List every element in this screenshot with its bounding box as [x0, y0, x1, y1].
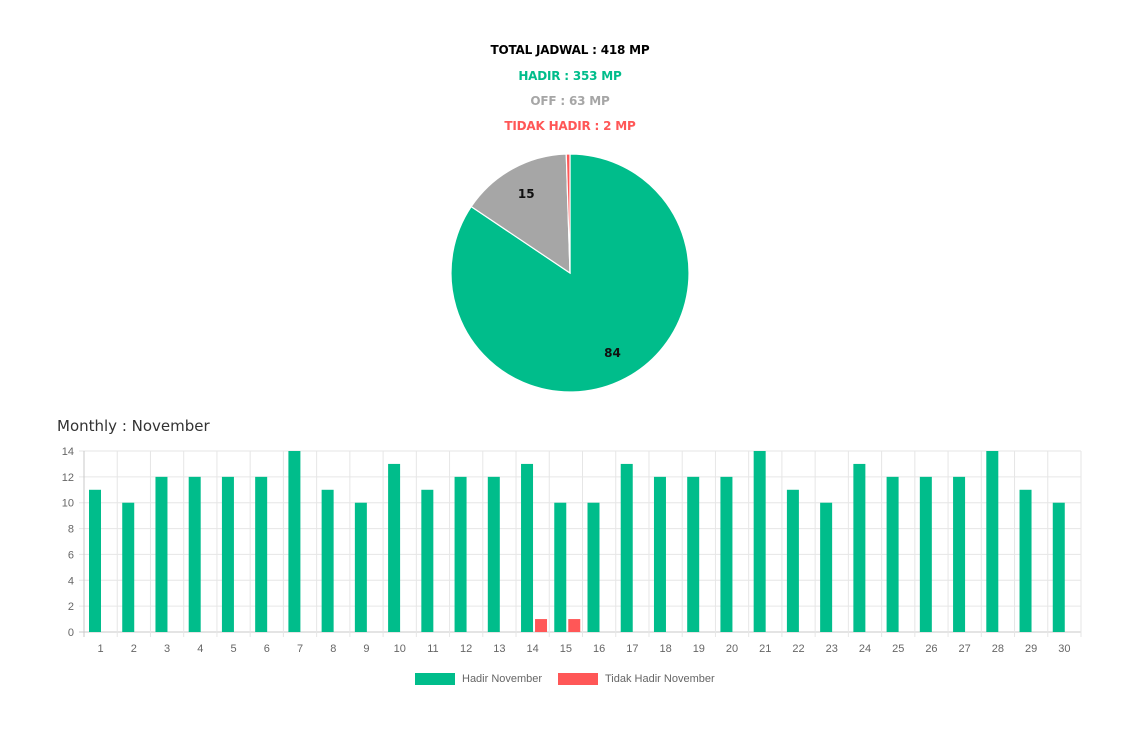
x-tick-label: 18	[659, 643, 671, 655]
x-tick-label: 2	[131, 643, 137, 655]
bar-hadir[interactable]	[487, 476, 500, 632]
bar-hadir[interactable]	[421, 489, 434, 632]
bar-tidak-hadir[interactable]	[568, 619, 581, 632]
bar-hadir[interactable]	[1052, 502, 1065, 632]
bar-hadir[interactable]	[587, 502, 600, 632]
bar-hadir[interactable]	[687, 476, 700, 632]
x-tick-label: 13	[493, 643, 505, 655]
bar-hadir[interactable]	[786, 489, 799, 632]
legend-swatch-tidak-hadir	[558, 673, 598, 685]
y-tick-label: 2	[68, 601, 74, 613]
x-tick-label: 3	[164, 643, 170, 655]
bar-hadir[interactable]	[986, 451, 999, 632]
bar-hadir[interactable]	[221, 476, 234, 632]
legend-label-hadir: Hadir November	[462, 673, 543, 685]
bar-hadir[interactable]	[886, 476, 899, 632]
x-tick-label: 30	[1058, 643, 1070, 655]
x-tick-label: 26	[925, 643, 937, 655]
x-tick-label: 17	[626, 643, 638, 655]
bar-hadir[interactable]	[554, 502, 567, 632]
x-tick-label: 28	[992, 643, 1004, 655]
bar-hadir[interactable]	[620, 463, 633, 632]
y-tick-label: 8	[68, 524, 74, 536]
x-tick-label: 21	[759, 643, 771, 655]
bar-hadir[interactable]	[820, 502, 833, 632]
x-tick-label: 19	[693, 643, 705, 655]
bar-hadir[interactable]	[188, 476, 201, 632]
x-tick-label: 22	[792, 643, 804, 655]
x-tick-label: 10	[394, 643, 406, 655]
x-tick-label: 23	[826, 643, 838, 655]
summary-hadir: HADIR : 353 MP	[518, 69, 622, 83]
x-tick-label: 27	[959, 643, 971, 655]
x-tick-label: 20	[726, 643, 738, 655]
x-tick-label: 25	[892, 643, 904, 655]
bar-hadir[interactable]	[388, 463, 401, 632]
x-tick-label: 7	[297, 643, 303, 655]
y-tick-label: 10	[62, 498, 74, 510]
summary-tidak-hadir: TIDAK HADIR : 2 MP	[504, 119, 636, 133]
bar-hadir[interactable]	[919, 476, 932, 632]
bar-hadir[interactable]	[753, 451, 766, 632]
monthly-title: Monthly : November	[57, 417, 210, 435]
pie-slice-label: 84	[604, 346, 621, 360]
pie-slice[interactable]	[470, 153, 571, 275]
pie-slice-label: 15	[518, 187, 535, 201]
bar-hadir[interactable]	[288, 451, 301, 632]
bar-hadir[interactable]	[1019, 489, 1032, 632]
x-tick-label: 11	[427, 643, 438, 655]
bar-legend: Hadir November Tidak Hadir November	[0, 670, 1140, 688]
x-tick-label: 16	[593, 643, 605, 655]
x-tick-label: 1	[98, 643, 104, 655]
bar-hadir[interactable]	[89, 489, 101, 632]
y-tick-label: 14	[62, 446, 74, 458]
legend-item-hadir[interactable]: Hadir November	[415, 670, 542, 688]
x-tick-label: 4	[197, 643, 203, 655]
legend-swatch-hadir	[415, 673, 455, 685]
x-tick-label: 14	[527, 643, 539, 655]
y-tick-label: 4	[68, 575, 74, 587]
pie-slice[interactable]	[565, 153, 571, 274]
bar-tidak-hadir[interactable]	[535, 619, 548, 632]
x-tick-label: 9	[363, 643, 369, 655]
bar-hadir[interactable]	[953, 476, 966, 632]
x-tick-label: 5	[230, 643, 236, 655]
bar-hadir[interactable]	[454, 476, 467, 632]
bar-hadir[interactable]	[853, 463, 866, 632]
x-tick-label: 24	[859, 643, 871, 655]
pie-slice[interactable]	[450, 153, 690, 393]
bar-hadir[interactable]	[155, 476, 168, 632]
x-tick-label: 6	[264, 643, 270, 655]
summary-off: OFF : 63 MP	[530, 94, 610, 108]
bar-hadir[interactable]	[653, 476, 666, 632]
legend-label-tidak-hadir: Tidak Hadir November	[605, 673, 715, 685]
bar-hadir[interactable]	[255, 476, 268, 632]
bar-hadir[interactable]	[321, 489, 334, 632]
y-tick-label: 0	[68, 627, 74, 639]
y-tick-label: 6	[68, 549, 74, 561]
bar-hadir[interactable]	[122, 502, 135, 632]
bar-hadir[interactable]	[354, 502, 367, 632]
bar-hadir[interactable]	[521, 463, 534, 632]
y-tick-label: 12	[62, 472, 74, 484]
legend-item-tidak-hadir[interactable]: Tidak Hadir November	[558, 670, 715, 688]
summary-total: TOTAL JADWAL : 418 MP	[490, 43, 650, 57]
attendance-pie-chart: 84 15	[450, 153, 690, 393]
x-tick-label: 12	[460, 643, 472, 655]
x-tick-label: 29	[1025, 643, 1037, 655]
x-tick-label: 8	[330, 643, 336, 655]
bar-hadir[interactable]	[720, 476, 733, 632]
x-tick-label: 15	[560, 643, 572, 655]
